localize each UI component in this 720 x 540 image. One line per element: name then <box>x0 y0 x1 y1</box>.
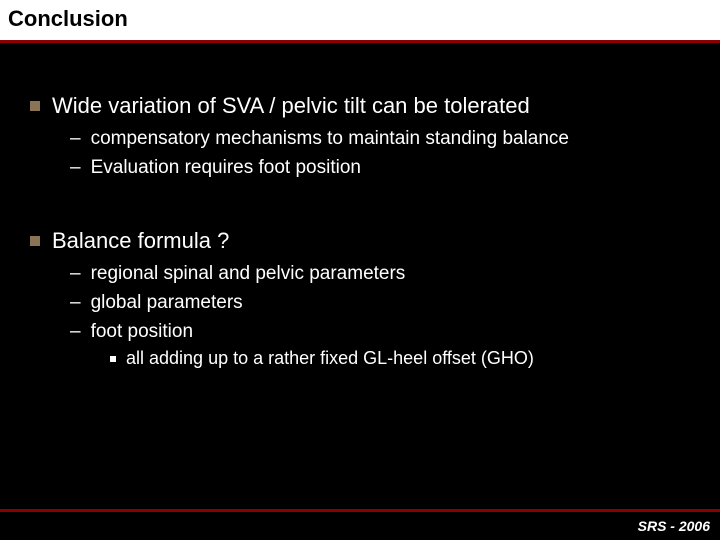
section2-heading: Balance formula ? <box>52 228 229 254</box>
bullet-level2: – global parameters <box>70 291 690 316</box>
bullet-level3: all adding up to a rather fixed GL-heel … <box>110 348 690 369</box>
bullet-level2: – foot position <box>70 320 690 345</box>
section1-item: Evaluation requires foot position <box>91 156 361 181</box>
bullet-level2: – compensatory mechanisms to maintain st… <box>70 127 690 152</box>
small-square-bullet-icon <box>110 356 116 362</box>
dash-bullet-icon: – <box>70 156 81 181</box>
section2-item: foot position <box>91 320 193 345</box>
bullet-level1: Balance formula ? <box>30 228 690 254</box>
footer-label: SRS - 2006 <box>638 518 710 534</box>
section1-item: compensatory mechanisms to maintain stan… <box>91 127 569 152</box>
dash-bullet-icon: – <box>70 320 81 345</box>
dash-bullet-icon: – <box>70 127 81 152</box>
dash-bullet-icon: – <box>70 291 81 316</box>
title-bar: Conclusion <box>0 0 720 43</box>
slide-title: Conclusion <box>8 6 712 32</box>
footer-divider <box>0 509 720 512</box>
square-bullet-icon <box>30 236 40 246</box>
section2-item: regional spinal and pelvic parameters <box>91 262 406 287</box>
section1-heading: Wide variation of SVA / pelvic tilt can … <box>52 93 530 119</box>
square-bullet-icon <box>30 101 40 111</box>
bullet-level2: – regional spinal and pelvic parameters <box>70 262 690 287</box>
dash-bullet-icon: – <box>70 262 81 287</box>
bullet-level1: Wide variation of SVA / pelvic tilt can … <box>30 93 690 119</box>
section2-item: global parameters <box>91 291 243 316</box>
bullet-level2: – Evaluation requires foot position <box>70 156 690 181</box>
section2-sub: all adding up to a rather fixed GL-heel … <box>126 348 534 369</box>
slide-content: Wide variation of SVA / pelvic tilt can … <box>0 43 720 369</box>
